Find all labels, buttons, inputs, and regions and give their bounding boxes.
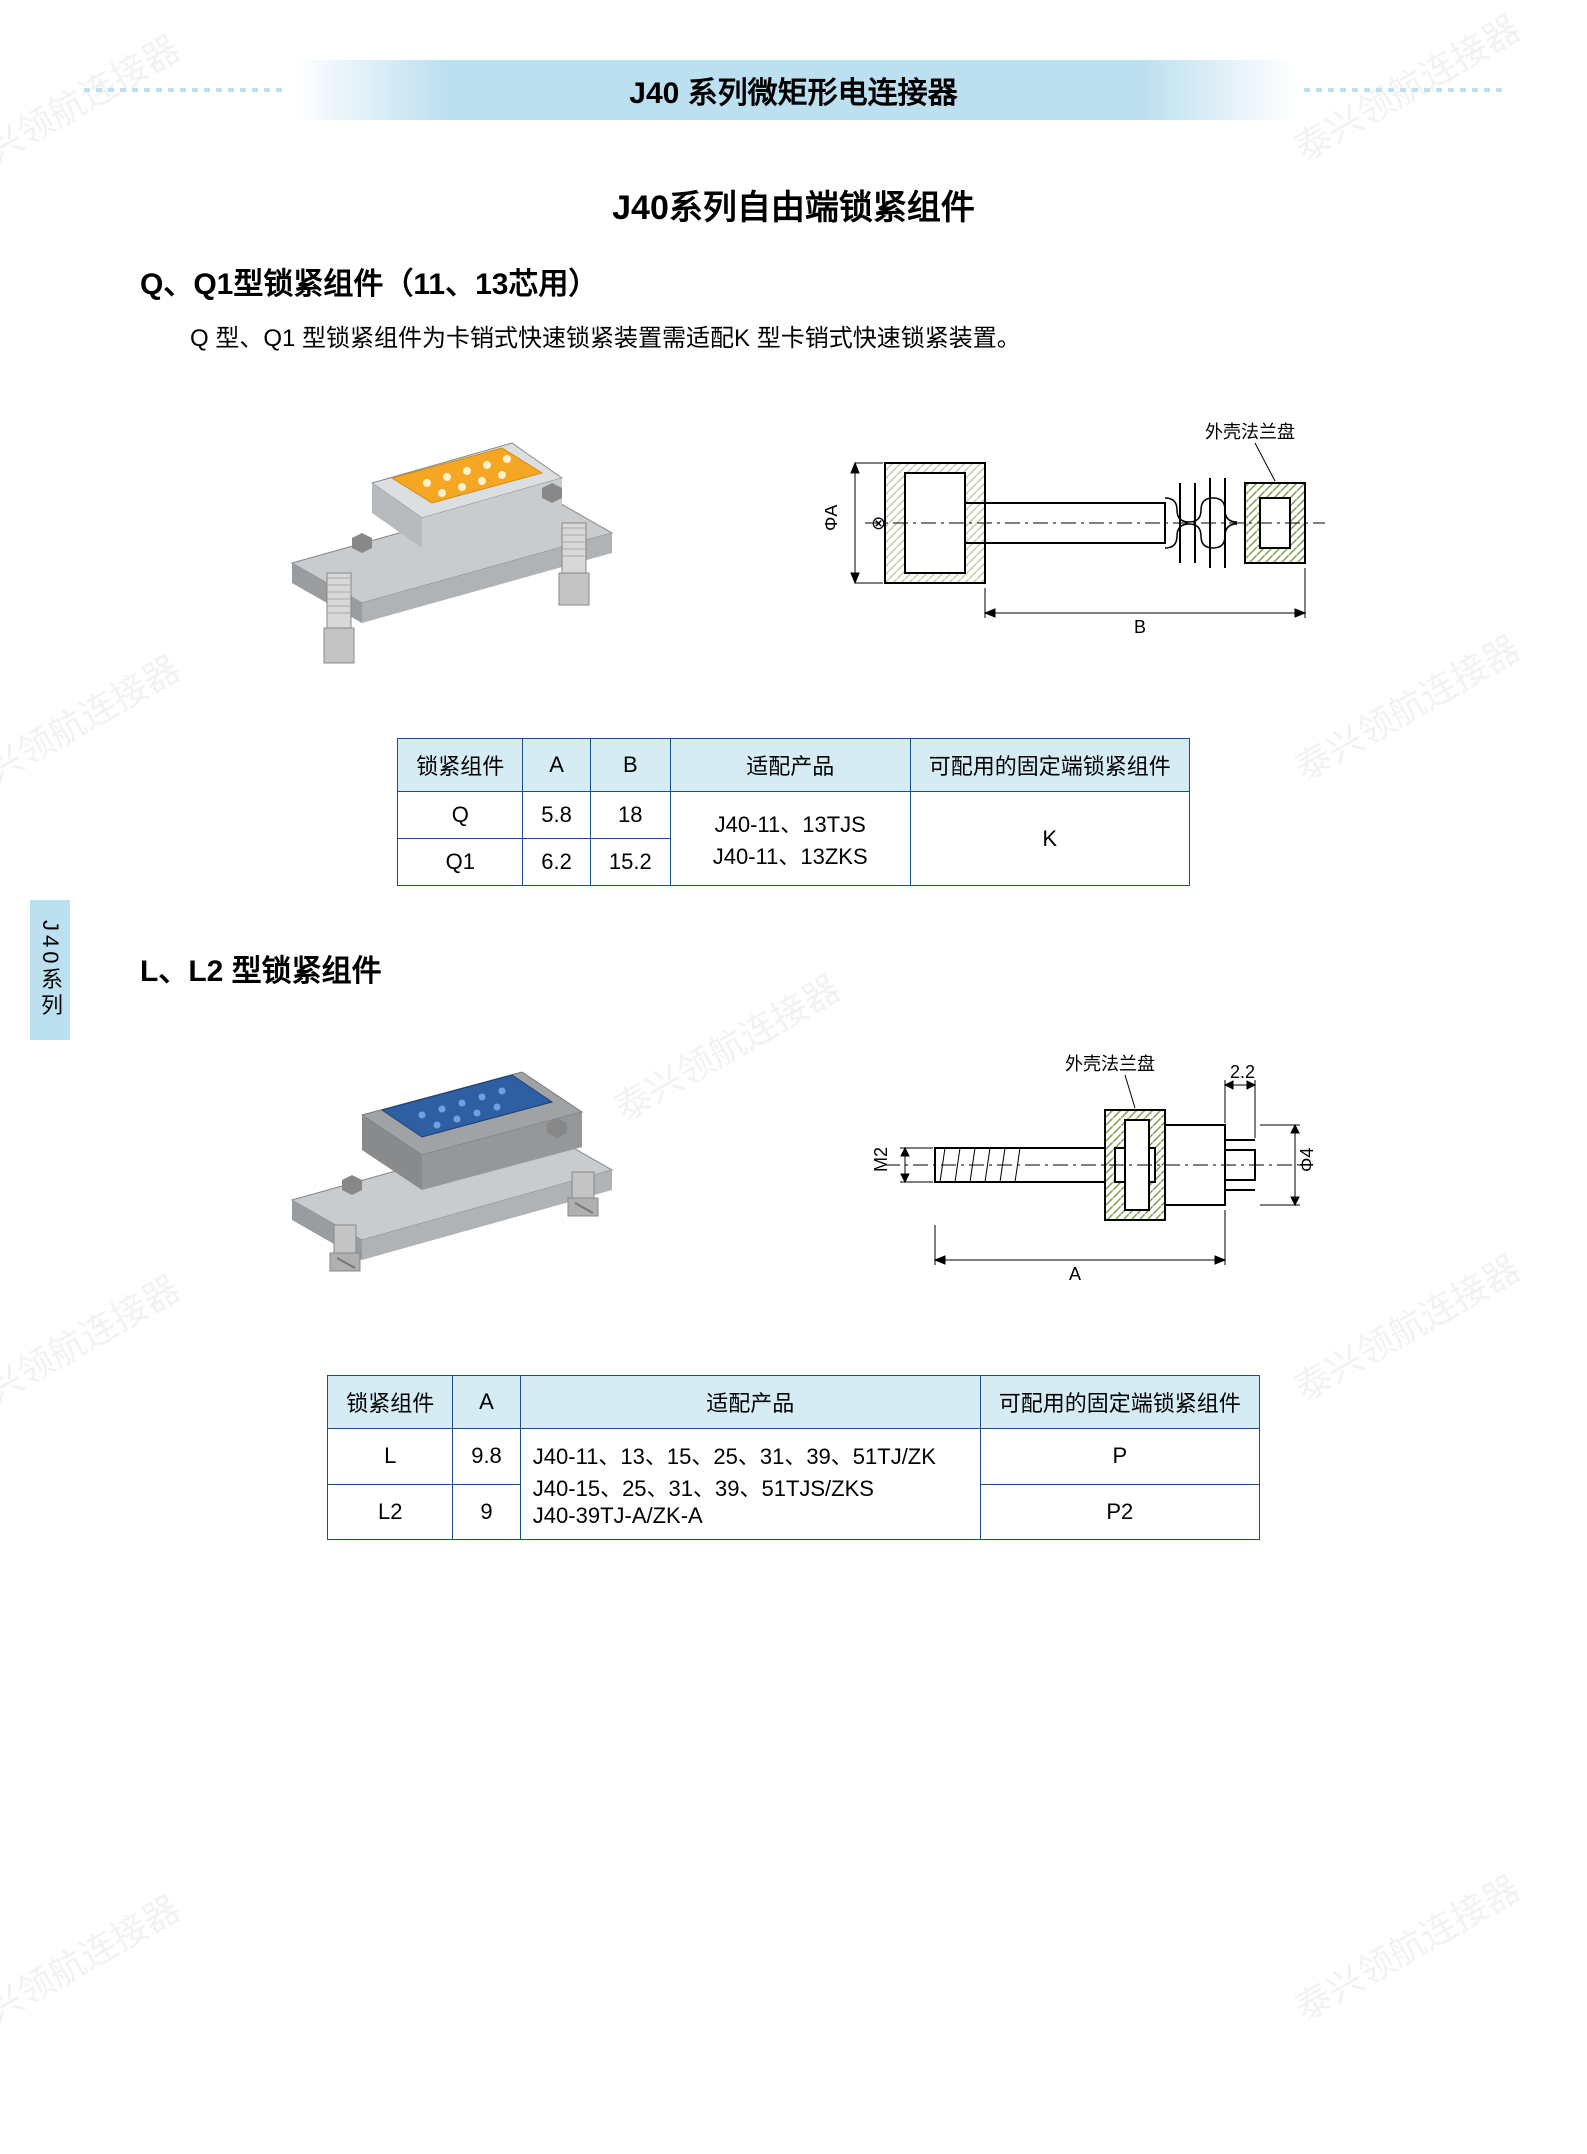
q-th-a: A [523,739,591,792]
l-spec-table: 锁紧组件 A 适配产品 可配用的固定端锁紧组件 L 9.8 J40-11、13、… [327,1375,1260,1540]
q-th-product: 适配产品 [670,739,910,792]
q-th-component: 锁紧组件 [398,739,523,792]
header-bar: J40 系列微矩形电连接器 [294,60,1294,120]
l-th-fixed: 可配用的固定端锁紧组件 [980,1376,1259,1429]
table-row: Q 5.8 18 J40-11、13TJS J40-11、13ZKS K [398,792,1189,839]
l-r1-fixed: P2 [980,1484,1259,1540]
l-dim-m2-label: M2 [871,1147,891,1172]
l-product-line-1: J40-15、25、31、39、51TJS/ZKS [533,1471,962,1503]
q-r0-b: 18 [590,792,670,839]
l-product-cell: J40-11、13、15、25、31、39、51TJ/ZK J40-15、25、… [520,1429,980,1540]
l-flange-label: 外壳法兰盘 [1065,1054,1155,1074]
l-r1-component: L2 [328,1484,453,1540]
q-r1-a: 6.2 [523,839,591,886]
q-th-b: B [590,739,670,792]
section-l-figures: 外壳法兰盘 2.2 M [160,1020,1427,1325]
section-l-title: L、L2 型锁紧组件 [140,946,1487,990]
l-dim-a-label: A [1069,1264,1081,1284]
q-r0-component: Q [398,792,523,839]
q-fixed-cell: K [910,792,1189,886]
q-product-line-1: J40-11、13ZKS [689,839,892,871]
l-product-line-2: J40-39TJ-A/ZK-A [533,1503,962,1529]
watermark: 泰兴领航连接器 [0,1880,188,2051]
section-q-figures: 外壳法兰盘 ΦA B [160,383,1427,688]
l-r1-a: 9 [453,1484,521,1540]
l-th-product: 适配产品 [520,1376,980,1429]
l-product-line-0: J40-11、13、15、25、31、39、51TJ/ZK [533,1439,962,1471]
q-r1-b: 15.2 [590,839,670,886]
q-r0-a: 5.8 [523,792,591,839]
svg-text:⊗: ⊗ [871,513,886,533]
section-q-desc: Q 型、Q1 型锁紧组件为卡销式快速锁紧装置需适配K 型卡销式快速锁紧装置。 [190,318,1487,353]
q-product-line-0: J40-11、13TJS [689,807,892,839]
q-technical-drawing: 外壳法兰盘 ΦA B [825,403,1345,668]
l-dim-22-label: 2.2 [1230,1062,1255,1082]
l-r0-component: L [328,1429,453,1485]
q-flange-label: 外壳法兰盘 [1205,422,1295,442]
q-r1-component: Q1 [398,839,523,886]
l-r0-fixed: P [980,1429,1259,1485]
l-3d-render [242,1020,662,1325]
l-dim-phi4-label: Φ4 [1297,1148,1317,1172]
q-dim-a-label: ΦA [825,505,841,531]
table-row: L 9.8 J40-11、13、15、25、31、39、51TJ/ZK J40-… [328,1429,1260,1485]
q-3d-render [242,383,662,688]
page-subtitle: J40系列自由端锁紧组件 [100,180,1487,229]
l-r0-a: 9.8 [453,1429,521,1485]
l-th-component: 锁紧组件 [328,1376,453,1429]
q-spec-table: 锁紧组件 A B 适配产品 可配用的固定端锁紧组件 Q 5.8 18 J40-1… [397,738,1189,886]
watermark: 泰兴领航连接器 [1284,1860,1528,2031]
l-technical-drawing: 外壳法兰盘 2.2 M [825,1030,1345,1315]
header-title: J40 系列微矩形电连接器 [629,77,957,110]
q-product-cell: J40-11、13TJS J40-11、13ZKS [670,792,910,886]
q-th-fixed: 可配用的固定端锁紧组件 [910,739,1189,792]
q-dim-b-label: B [1134,617,1146,637]
section-q-title: Q、Q1型锁紧组件（11、13芯用） [140,259,1487,303]
l-th-a: A [453,1376,521,1429]
